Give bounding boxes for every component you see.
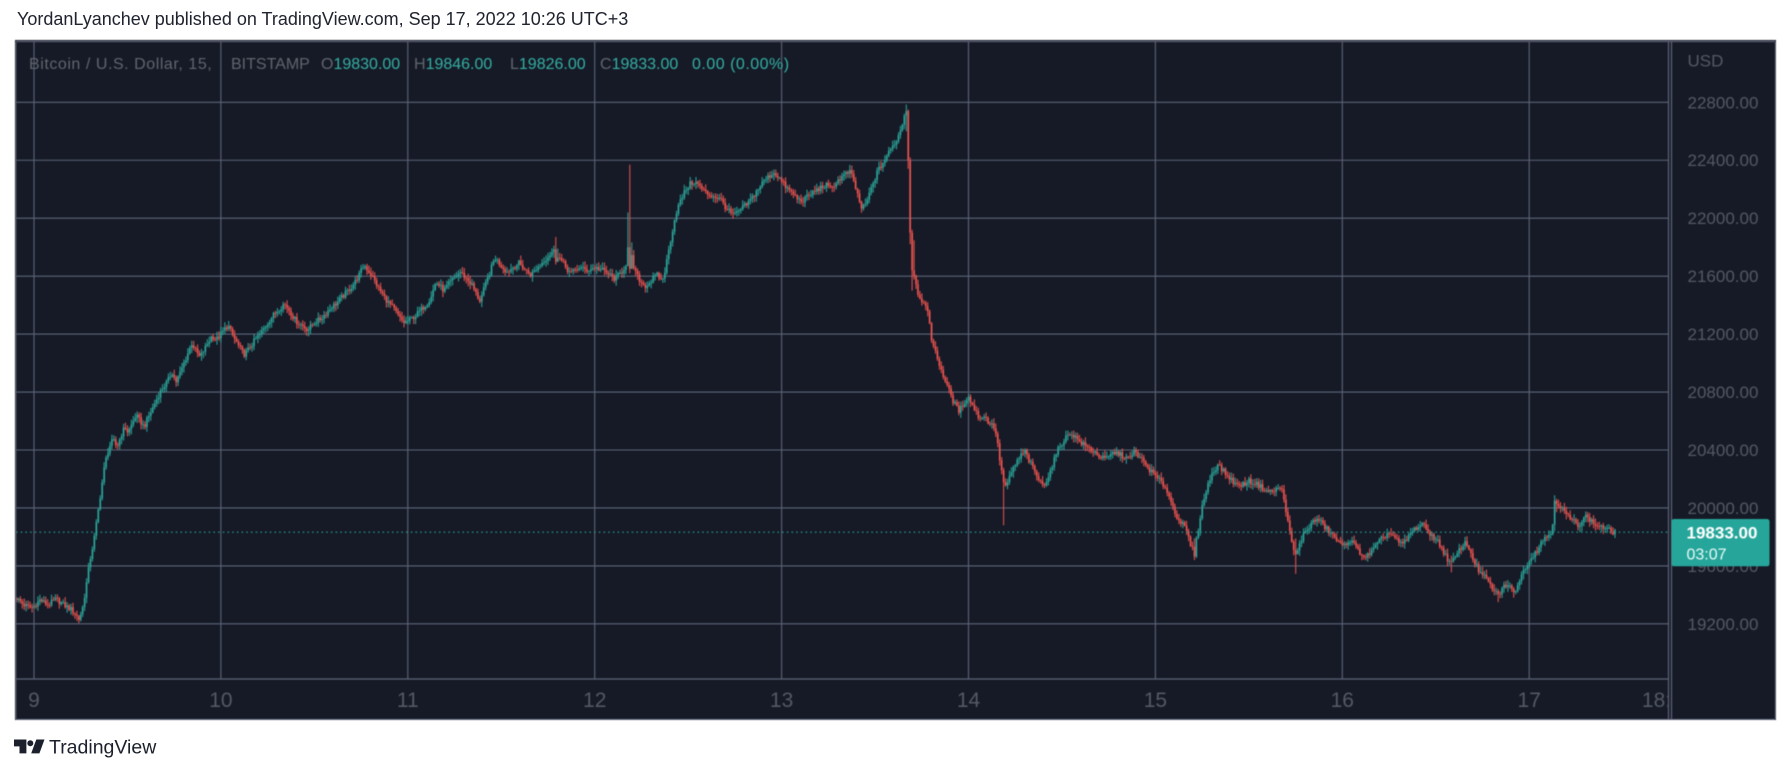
svg-text:12: 12 — [583, 689, 606, 712]
svg-text:10: 10 — [209, 689, 232, 712]
svg-text:O19830.00: O19830.00 — [321, 56, 400, 73]
svg-text:03:07: 03:07 — [1687, 547, 1727, 564]
svg-text:20000.00: 20000.00 — [1688, 499, 1759, 518]
svg-text:20800.00: 20800.00 — [1688, 383, 1759, 402]
svg-text:19833.00: 19833.00 — [1687, 524, 1758, 543]
svg-text:19200.00: 19200.00 — [1688, 615, 1759, 634]
svg-text:C19833.00: C19833.00 — [600, 56, 678, 73]
svg-text:17: 17 — [1518, 689, 1541, 712]
svg-text:22000.00: 22000.00 — [1688, 209, 1759, 228]
svg-text:BITSTAMP: BITSTAMP — [231, 56, 310, 73]
svg-text:21200.00: 21200.00 — [1688, 325, 1759, 344]
svg-text:9: 9 — [28, 689, 40, 712]
svg-text:USD: USD — [1688, 52, 1724, 71]
svg-text:14: 14 — [957, 689, 981, 712]
svg-text:21600.00: 21600.00 — [1688, 267, 1759, 286]
svg-text:11: 11 — [397, 689, 419, 712]
svg-text:H19846.00: H19846.00 — [414, 56, 492, 73]
svg-text:13: 13 — [770, 689, 793, 712]
svg-text:22800.00: 22800.00 — [1688, 93, 1759, 112]
svg-text:TradingView: TradingView — [49, 737, 157, 759]
svg-text:15: 15 — [1144, 689, 1167, 712]
svg-text:L19826.00: L19826.00 — [510, 56, 586, 73]
svg-text:18:: 18: — [1642, 689, 1671, 712]
svg-text:16: 16 — [1331, 689, 1354, 712]
svg-text:22400.00: 22400.00 — [1688, 151, 1759, 170]
svg-text:Bitcoin / U.S. Dollar, 15,: Bitcoin / U.S. Dollar, 15, — [29, 56, 212, 73]
svg-text:20400.00: 20400.00 — [1688, 441, 1759, 460]
svg-text:0.00 (0.00%): 0.00 (0.00%) — [692, 56, 790, 73]
